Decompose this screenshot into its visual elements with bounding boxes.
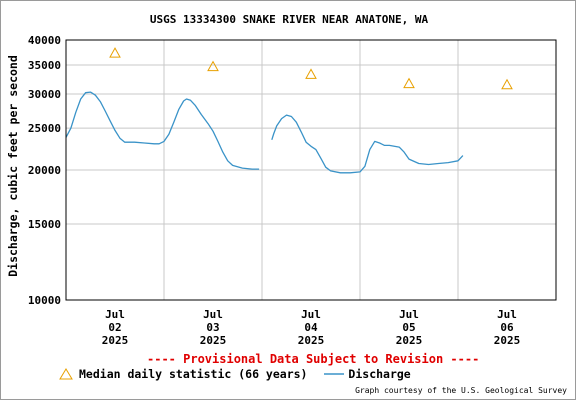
y-tick-label: 15000 (28, 218, 61, 231)
legend-label-median: Median daily statistic (66 years) (79, 367, 308, 381)
line-icon (324, 373, 345, 375)
y-tick-label: 35000 (28, 59, 61, 72)
median-marker (109, 47, 121, 58)
x-tick-year: 2025 (396, 334, 423, 347)
x-tick-month: Jul (497, 308, 517, 321)
x-tick-year: 2025 (494, 334, 521, 347)
median-marker (403, 77, 415, 89)
chart-title: USGS 13334300 SNAKE RIVER NEAR ANATONE, … (149, 13, 429, 26)
x-tick-month: Jul (203, 308, 223, 321)
x-tick-day: 04 (304, 321, 318, 334)
x-tick-year: 2025 (298, 334, 325, 347)
median-marker (207, 60, 219, 72)
y-tick-label: 40000 (28, 34, 61, 47)
credit-text: Graph courtesy of the U.S. Geological Su… (355, 386, 567, 395)
x-tick-day: 03 (206, 321, 219, 334)
discharge-line-segment (271, 114, 464, 174)
x-tick-year: 2025 (200, 334, 227, 347)
x-tick-month: Jul (301, 308, 321, 321)
y-axis-label: Discharge, cubic feet per second (6, 55, 20, 277)
x-tick-month: Jul (399, 308, 419, 321)
x-tick-year: 2025 (102, 334, 129, 347)
y-tick-label: 25000 (28, 122, 61, 135)
x-tick-month: Jul (105, 308, 125, 321)
plot-border (65, 39, 557, 301)
y-tick-label: 30000 (28, 88, 61, 101)
y-tick-label: 20000 (28, 164, 61, 177)
x-tick-day: 05 (402, 321, 415, 334)
legend-label-discharge: Discharge (348, 367, 411, 381)
legend-item-discharge: Discharge (324, 367, 411, 381)
median-marker (501, 78, 513, 90)
x-tick-day: 02 (108, 321, 121, 334)
discharge-line-segment (65, 91, 260, 170)
legend: Median daily statistic (66 years) Discha… (59, 367, 411, 383)
triangle-icon (59, 368, 73, 380)
y-tick-label: 10000 (28, 294, 61, 307)
median-marker (305, 68, 317, 79)
legend-item-median: Median daily statistic (66 years) (59, 367, 307, 381)
provisional-note: ---- Provisional Data Subject to Revisio… (147, 352, 480, 366)
x-tick-day: 06 (500, 321, 514, 334)
